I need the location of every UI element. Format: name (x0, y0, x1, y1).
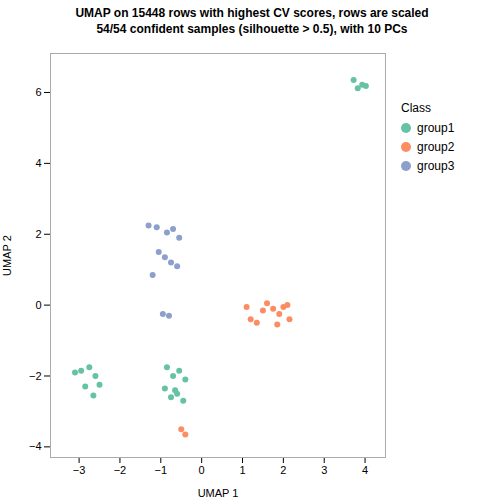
svg-text:−3: −3 (73, 464, 86, 476)
svg-text:−4: −4 (29, 441, 42, 453)
svg-text:UMAP 2: UMAP 2 (1, 235, 13, 276)
svg-text:−2: −2 (29, 370, 42, 382)
html-text:UMAP on 15448 rows with highes: UMAP on 15448 rows with highest CV score… (75, 6, 429, 36)
svg-text:1: 1 (239, 464, 245, 476)
html-text:Class: Class (401, 101, 431, 116)
html-text:group1: group1 (417, 121, 455, 136)
svg-text:4: 4 (35, 157, 41, 169)
svg-text:3: 3 (321, 464, 327, 476)
svg-text:2: 2 (35, 228, 41, 240)
svg-text:4: 4 (362, 464, 368, 476)
svg-text:−2: −2 (114, 464, 127, 476)
html-text:group2: group2 (417, 140, 455, 155)
svg-text:−1: −1 (155, 464, 168, 476)
svg-text:2: 2 (280, 464, 286, 476)
svg-text:UMAP 1: UMAP 1 (198, 487, 239, 499)
svg-text:6: 6 (35, 86, 41, 98)
svg-text:0: 0 (35, 299, 41, 311)
html-text:group3: group3 (417, 159, 455, 174)
svg-text:0: 0 (199, 464, 205, 476)
